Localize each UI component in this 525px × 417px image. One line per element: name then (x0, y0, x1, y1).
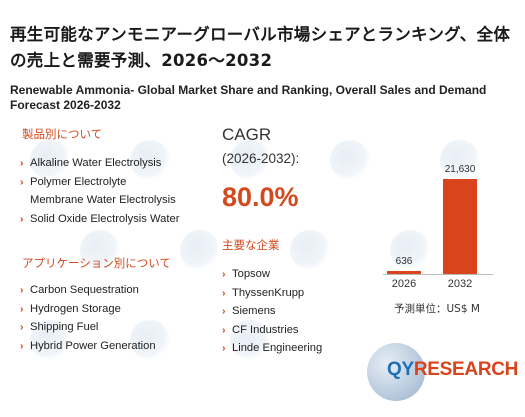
watermark-globe-icon (230, 140, 270, 180)
logo-research-text: RESEARCH (413, 359, 519, 380)
bar-value-label: 636 (395, 256, 413, 267)
chevron-right-icon: › (20, 212, 24, 225)
page-subtitle: Renewable Ammonia- Global Market Share a… (10, 83, 487, 112)
page-title: 再生可能なアンモニアーグローバル市場シェアとランキング、全体の売上と需要予測、2… (10, 25, 511, 70)
chevron-right-icon: › (222, 268, 226, 280)
list-item: › Solid Oxide Electrolysis Water (20, 210, 179, 229)
list-item: › Hydrogen Storage (20, 300, 156, 319)
watermark-globe-icon (30, 320, 70, 360)
chevron-right-icon: › (20, 339, 24, 352)
segments-by-application-list: › Carbon Sequestration › Hydrogen Storage … (20, 281, 156, 355)
segments-by-type-heading: 製品別について (22, 127, 103, 141)
chevron-right-icon: › (222, 305, 226, 317)
globe-icon (367, 343, 425, 401)
watermark-globe-icon (130, 140, 170, 180)
list-item: › Carbon Sequestration (20, 281, 156, 300)
bar-2026 (387, 271, 421, 274)
chevron-right-icon: › (20, 302, 24, 315)
list-item: › Hybrid Power Generation (20, 337, 156, 356)
chevron-right-icon: › (222, 323, 226, 336)
bar-2032 (443, 179, 477, 274)
chart-baseline (383, 274, 493, 275)
list-item: › Shipping Fuel (20, 318, 156, 337)
logo-qy-text: QY (387, 359, 414, 380)
key-players-heading: 主要な企業 (222, 238, 280, 252)
list-item: › Linde Engineering (222, 339, 322, 358)
chevron-right-icon: › (222, 286, 226, 299)
bar-value-label: 21,630 (444, 164, 476, 175)
list-item: › Topsow (222, 265, 322, 284)
key-players-list: › Topsow › ThyssenKrupp › Siemens › CF Indus… (222, 265, 322, 358)
chevron-right-icon: › (20, 321, 24, 333)
segments-by-application-heading: アプリケーション別について (22, 256, 171, 270)
watermark-globe-icon (230, 320, 270, 360)
segments-by-type-list: › Alkaline Water Electrolysis › Polymer El… (20, 154, 179, 228)
list-item: › Alkaline Water Electrolysis (20, 154, 179, 173)
list-item: › CF Industries (222, 321, 322, 340)
chevron-right-icon: › (20, 284, 24, 296)
x-tick-label: 2032 (447, 278, 473, 290)
list-item: › Siemens (222, 302, 322, 321)
list-item: › Polymer Electrolyte (20, 173, 179, 192)
chart-unit-label: 予測単位：US$ M (394, 303, 480, 315)
watermark-globe-icon (290, 230, 330, 270)
watermark-globe-icon (390, 230, 430, 270)
qyresearch-logo: QYRESEARCH (367, 337, 519, 409)
list-item: › ThyssenKrupp (222, 284, 322, 303)
x-tick-label: 2026 (391, 278, 417, 290)
watermark-globe-icon (80, 230, 120, 270)
watermark-globe-icon (130, 320, 170, 360)
watermark-globe-icon (30, 140, 70, 180)
chevron-right-icon: › (222, 342, 226, 354)
cagr-label: CAGR (222, 125, 272, 144)
chevron-right-icon: › (20, 175, 24, 188)
watermark-globe-icon (180, 230, 220, 270)
chevron-right-icon: › (20, 157, 24, 169)
watermark-globe-icon (440, 140, 480, 180)
cagr-period: (2026-2032): (222, 151, 300, 166)
list-item: Membrane Water Electrolysis (30, 194, 176, 206)
watermark-globe-icon (330, 140, 370, 180)
cagr-value: 80.0% (222, 182, 299, 212)
